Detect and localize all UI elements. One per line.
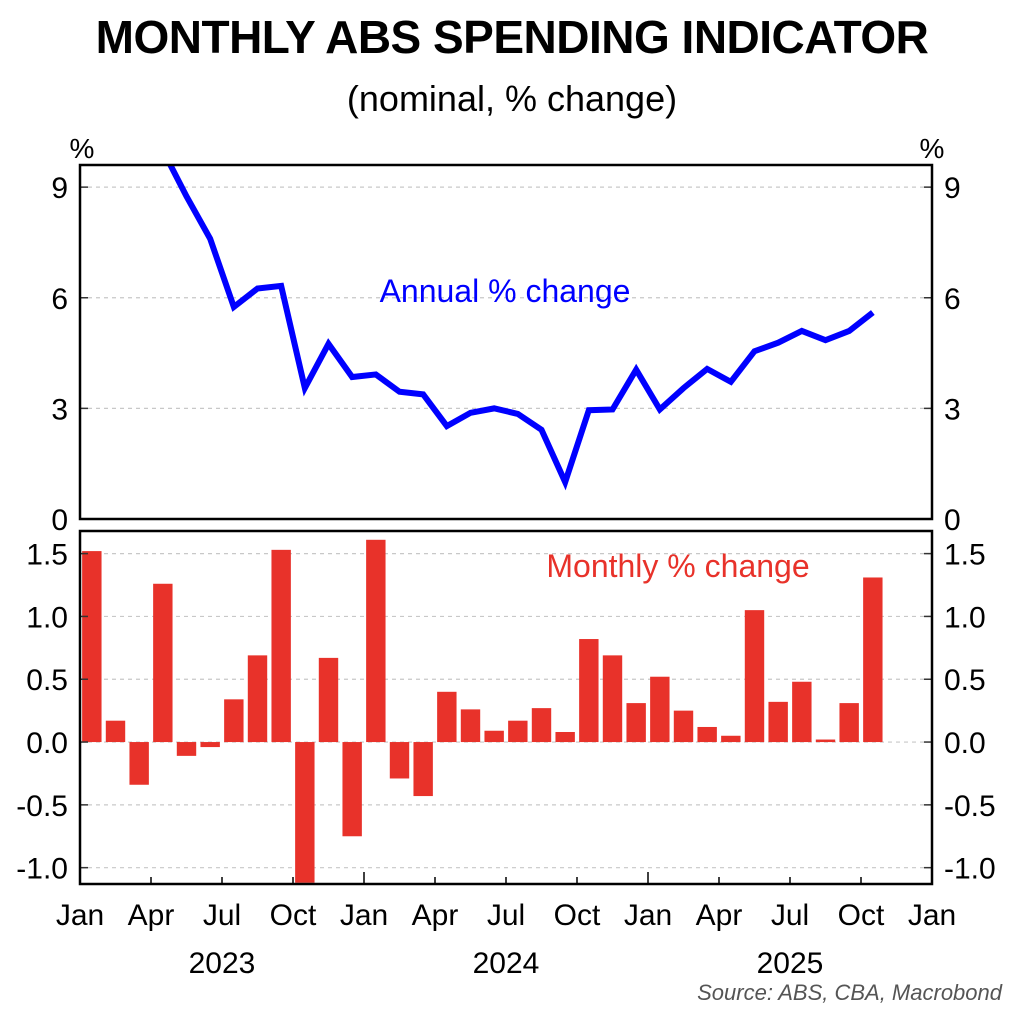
ytick-label-left-monthly: 1.5 [26, 539, 68, 572]
bar-monthly-oct-2023 [295, 742, 315, 883]
xtick-label: Jan [624, 899, 672, 932]
bar-monthly-sep-2023 [271, 549, 291, 743]
bar-monthly-apr-2025 [721, 735, 741, 743]
xtick-label: Apr [412, 899, 459, 932]
xtick-label: Apr [696, 899, 743, 932]
ytick-label-right-annual: 3 [944, 393, 961, 426]
year-label-2025: 2025 [757, 947, 824, 980]
ytick-label-left-annual: 9 [51, 172, 68, 205]
annual-panel-frame [78, 163, 934, 521]
bar-monthly-may-2023 [176, 742, 197, 756]
ytick-label-right-annual: 9 [944, 172, 961, 205]
ytick-label-left-monthly: 0.5 [26, 664, 68, 697]
ytick-label-right-monthly: 1.0 [944, 601, 986, 634]
bar-monthly-may-2025 [744, 610, 765, 743]
bar-monthly-jan-2025 [650, 676, 670, 743]
bar-monthly-aug-2024 [531, 708, 552, 743]
bar-monthly-apr-2023 [153, 583, 173, 743]
bar-monthly-feb-2024 [389, 742, 410, 779]
year-label-2024: 2024 [473, 947, 540, 980]
xtick-label: Apr [128, 899, 175, 932]
labels-layer: 0 0 3 3 6 6 9 9% % -1.0 -1.0 -0.5 -0.5 0.0 0.0 0.5 0.5 1.… [16, 133, 995, 980]
xtick-label: Oct [838, 899, 885, 932]
ytick-label-right-annual: 0 [944, 504, 961, 537]
bar-monthly-mar-2025 [697, 726, 717, 743]
ytick-label-left-annual: 6 [51, 283, 68, 316]
xtick-label: Jan [340, 899, 388, 932]
ytick-label-left-monthly: 1.0 [26, 601, 68, 634]
bar-monthly-nov-2024 [602, 655, 623, 743]
xtick-label: Jul [771, 899, 809, 932]
bar-monthly-mar-2023 [129, 742, 149, 785]
bar-monthly-may-2024 [460, 709, 481, 743]
ytick-label-left-monthly: -1.0 [16, 853, 68, 886]
ytick-label-right-monthly: -1.0 [944, 853, 996, 886]
bar-monthly-jan-2024 [366, 539, 386, 743]
bar-monthly-dec-2023 [342, 742, 362, 837]
bar-monthly-jun-2024 [484, 730, 504, 743]
xtick-label: Jul [487, 899, 525, 932]
annual-line [167, 165, 875, 491]
monthly-bars [82, 539, 883, 883]
bar-monthly-jun-2023 [200, 742, 220, 748]
bar-monthly-dec-2024 [626, 703, 646, 743]
ytick-label-left-monthly: -0.5 [16, 790, 68, 823]
ytick-label-left-annual: 0 [51, 504, 68, 537]
ytick-label-right-monthly: -0.5 [944, 790, 996, 823]
axes-layer [78, 163, 934, 886]
ytick-label-right-monthly: 1.5 [944, 539, 986, 572]
bar-monthly-nov-2023 [318, 657, 339, 743]
chart-subtitle: (nominal, % change) [346, 78, 678, 119]
bar-monthly-oct-2025 [863, 577, 883, 743]
xtick-label: Oct [270, 899, 317, 932]
annual-series-label: Annual % change [380, 273, 631, 309]
bar-monthly-mar-2024 [413, 742, 433, 797]
xtick-label: Jan [56, 899, 104, 932]
ytick-label-right-monthly: 0.0 [944, 727, 986, 760]
ytick-label-right-annual: 6 [944, 283, 961, 316]
ytick-label-right-monthly: 0.5 [944, 664, 986, 697]
bar-monthly-jan-2023 [82, 551, 102, 743]
monthly-series-label: Monthly % change [546, 548, 809, 584]
source-note: Source: ABS, CBA, Macrobond [697, 980, 1002, 1005]
bar-monthly-sep-2024 [555, 731, 575, 743]
ylabel-left: % [70, 133, 95, 164]
ylabel-right: % [920, 133, 945, 164]
bar-monthly-sep-2025 [839, 703, 859, 743]
bar-monthly-feb-2023 [105, 720, 126, 743]
bar-monthly-oct-2024 [579, 639, 599, 743]
xtick-label: Oct [554, 899, 601, 932]
bar-monthly-jul-2025 [792, 681, 812, 743]
bar-monthly-jul-2023 [224, 699, 244, 743]
bar-monthly-feb-2025 [673, 710, 694, 743]
chart-title: MONTHLY ABS SPENDING INDICATOR [95, 11, 929, 63]
ytick-label-left-annual: 3 [51, 393, 68, 426]
bar-monthly-jun-2025 [768, 701, 788, 743]
bar-monthly-aug-2023 [247, 655, 268, 743]
bar-monthly-apr-2024 [437, 691, 457, 743]
year-label-2023: 2023 [189, 947, 256, 980]
bar-monthly-aug-2025 [815, 739, 836, 743]
xtick-label: Jan [908, 899, 956, 932]
ytick-label-left-monthly: 0.0 [26, 727, 68, 760]
bar-monthly-jul-2024 [508, 720, 528, 743]
annual-line-group [167, 165, 875, 491]
xtick-label: Jul [203, 899, 241, 932]
